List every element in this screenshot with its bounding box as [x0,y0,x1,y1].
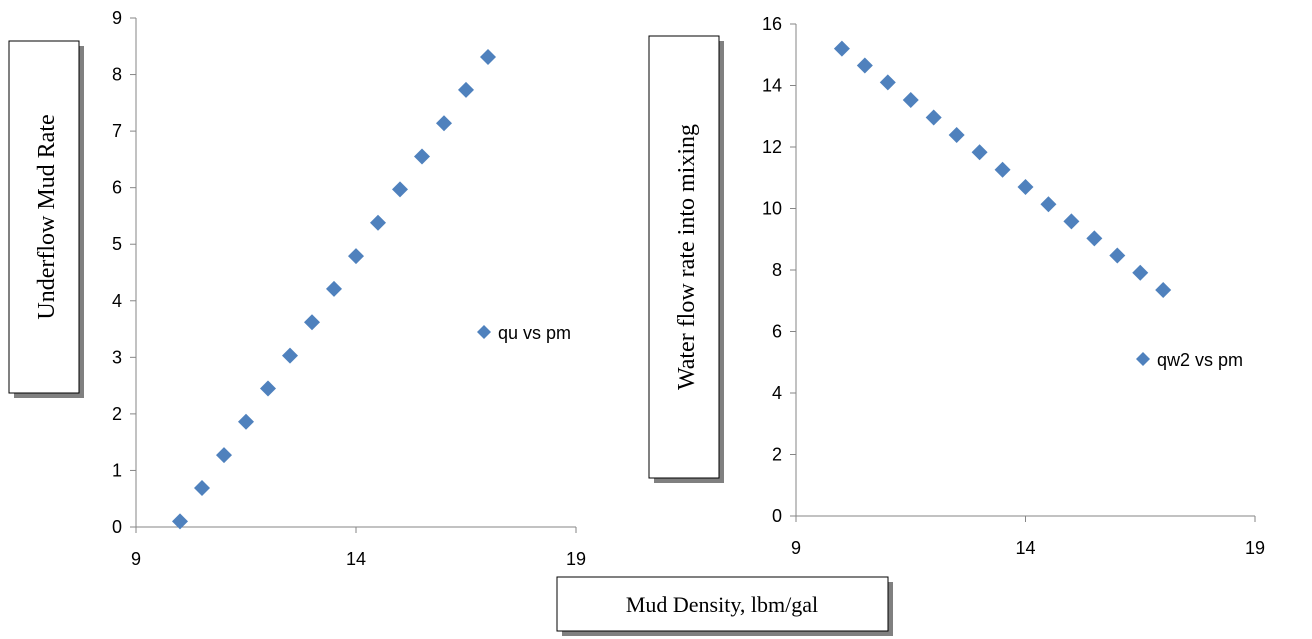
data-point [216,447,232,464]
data-point [1132,264,1149,281]
legend-1: qu vs pm [477,323,571,343]
y-tick-label: 0 [772,506,782,526]
y-tick-label: 2 [112,404,122,424]
data-point [971,144,988,161]
axes-2: 0 2 4 6 8 10 12 14 16 9 14 19 [762,14,1265,558]
legend-marker-1 [477,325,491,339]
y-tick-label: 8 [112,65,122,85]
data-point [856,57,873,74]
y-axis-label-box-2: Water flow rate into mixing [648,35,724,483]
y-tick-label: 5 [112,234,122,254]
data-point [1109,247,1126,264]
y-tick-label: 6 [772,322,782,342]
y-tick-label: 6 [112,178,122,198]
data-point [282,347,298,364]
y-tick-label: 4 [772,383,782,403]
y-axis-label-box-1: Underflow Mud Rate [8,40,84,398]
x-tick-label: 9 [131,549,141,569]
y-tick-label: 4 [112,291,122,311]
data-point [1063,213,1080,230]
data-point [458,81,474,98]
data-point [172,513,188,530]
legend-label-1: qu vs pm [498,323,571,343]
data-point [370,214,386,231]
data-point [326,280,342,297]
data-point [260,380,276,397]
y-axis-label-2: Water flow rate into mixing [674,124,700,390]
data-point [879,74,896,91]
data-point [348,248,364,265]
data-point [1155,281,1172,298]
chart-water-flow-rate: Water flow rate into mixing 0 2 4 6 8 10 12 14 1… [648,14,1265,558]
data-point [1040,196,1057,213]
data-point [948,127,965,144]
y-tick-label: 16 [762,14,782,34]
y-tick-label: 0 [112,517,122,537]
marks-2 [833,40,1172,298]
chart-underflow-mud-rate: Underflow Mud Rate 0 1 2 3 4 5 6 7 8 9 9 14 19 qu vs… [8,8,586,569]
legend-2: qw2 vs pm [1136,350,1243,370]
y-tick-label: 14 [762,76,782,96]
y-tick-label: 2 [772,445,782,465]
y-tick-label: 7 [112,121,122,141]
x-axis-label: Mud Density, lbm/gal [626,592,818,617]
data-point [902,91,919,108]
y-tick-label: 1 [112,460,122,480]
y-axis-label-1: Underflow Mud Rate [34,114,60,319]
legend-label-2: qw2 vs pm [1157,350,1243,370]
y-tick-label: 12 [762,137,782,157]
x-axis-label-box: Mud Density, lbm/gal [556,576,893,636]
data-point [414,148,430,165]
y-tick-label: 3 [112,347,122,367]
data-point [238,413,254,430]
data-point [1086,230,1103,247]
x-tick-label: 19 [1245,538,1265,558]
data-point [1017,178,1034,195]
y-tick-label: 10 [762,199,782,219]
y-tick-label: 8 [772,260,782,280]
data-point [436,115,452,132]
x-tick-label: 14 [346,549,366,569]
x-tick-label: 19 [566,549,586,569]
axes-1: 0 1 2 3 4 5 6 7 8 9 9 14 19 [112,8,586,569]
y-tick-label: 9 [112,8,122,28]
data-point [392,181,408,198]
marks-1 [172,49,496,530]
data-point [194,479,210,496]
data-point [304,314,320,331]
data-point [994,161,1011,178]
data-point [833,40,850,57]
x-tick-label: 9 [791,538,801,558]
data-point [925,109,942,126]
data-point [480,49,496,66]
legend-marker-2 [1136,352,1150,366]
x-tick-label: 14 [1015,538,1035,558]
